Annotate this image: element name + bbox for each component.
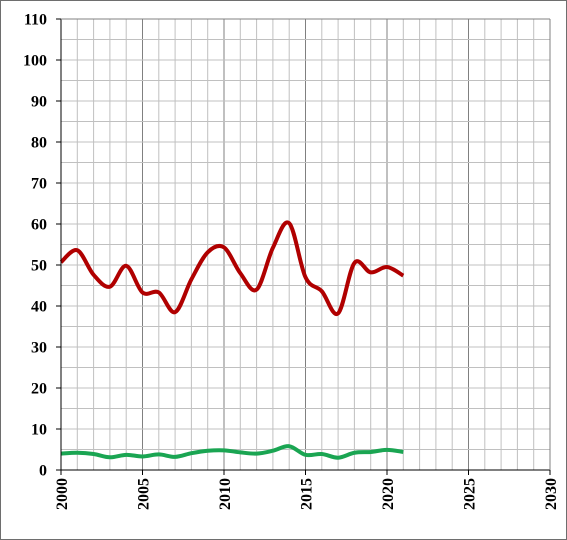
y-tick-label: 10 xyxy=(31,422,47,439)
x-tick-label: 2015 xyxy=(299,478,316,510)
y-tick-label: 90 xyxy=(31,94,47,111)
y-tick-label: 110 xyxy=(24,12,47,29)
x-tick-label: 2000 xyxy=(54,478,71,510)
x-tick-label: 2025 xyxy=(462,478,479,510)
series-line-1 xyxy=(59,220,405,317)
y-tick-label: 70 xyxy=(31,176,47,193)
y-tick-label: 0 xyxy=(39,463,47,480)
y-tick-label: 20 xyxy=(31,381,47,398)
x-tick-label: 2030 xyxy=(543,478,560,510)
y-tick-label: 60 xyxy=(31,217,47,234)
series-line-2 xyxy=(60,444,404,460)
grid xyxy=(61,19,550,470)
series-lines xyxy=(59,220,405,460)
y-tick-label: 30 xyxy=(31,340,47,357)
x-tick-label: 2005 xyxy=(136,478,153,510)
y-tick-label: 40 xyxy=(31,299,47,316)
axes xyxy=(56,18,551,475)
x-tick-label: 2010 xyxy=(217,478,234,510)
y-tick-label: 80 xyxy=(31,135,47,152)
y-tick-label: 100 xyxy=(23,53,47,70)
x-tick-label: 2020 xyxy=(380,478,397,510)
y-tick-label: 50 xyxy=(31,258,47,275)
